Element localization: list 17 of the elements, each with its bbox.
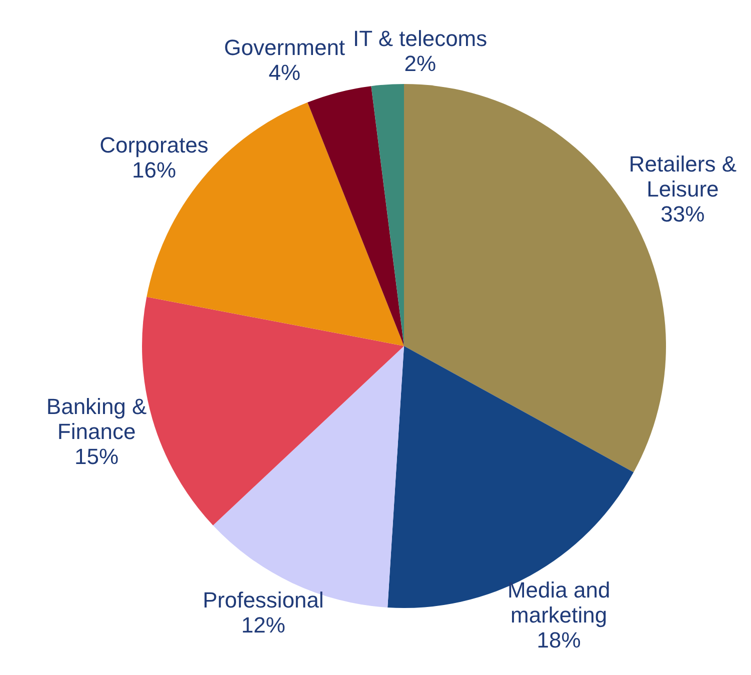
data-label: 2% [404, 51, 436, 76]
pie-slice [308, 86, 404, 346]
data-label: 18% [536, 627, 581, 652]
slice-label: Government [224, 34, 346, 60]
data-label: 15% [74, 444, 119, 469]
slice-label: IT & telecoms [353, 26, 488, 52]
data-label: 16% [132, 157, 176, 182]
pie-slice [371, 84, 404, 346]
slice-label: Corporates [100, 132, 208, 158]
slice-label: Professional [202, 587, 324, 612]
data-label: 33% [660, 201, 705, 226]
slice-label: Retailers & Leisure [628, 151, 737, 202]
data-label: 12% [241, 612, 286, 638]
data-label: 4% [268, 60, 300, 85]
slice-label: Media and marketing [507, 577, 610, 628]
slice-label: Banking & Finance [46, 394, 148, 444]
pie-slice [388, 346, 634, 608]
